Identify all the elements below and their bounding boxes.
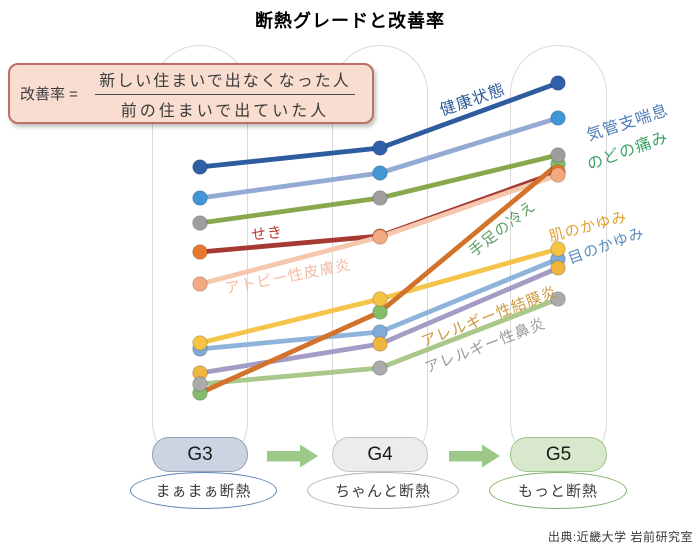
source-credit: 出典:近畿大学 岩前研究室 — [547, 530, 693, 544]
grade-badge-g4: G4 — [332, 437, 428, 472]
series-marker-のどの痛み-G5 — [550, 147, 566, 163]
chart-title: 断熱グレードと改善率 — [255, 11, 445, 31]
grade-description-g5: もっと断熱 — [489, 472, 627, 509]
series-line-気管支喘息 — [197, 115, 561, 201]
formula-lhs: 改善率 = — [20, 86, 78, 103]
series-marker-気管支喘息-G4 — [372, 165, 388, 181]
grade-description-g3: まぁまぁ断熱 — [130, 472, 277, 509]
series-marker-アレルギー性鼻炎-G5 — [550, 291, 566, 307]
series-marker-アトピー性皮膚炎-G3 — [192, 276, 208, 292]
grade-badge-g3: G3 — [152, 437, 248, 472]
grade-badge-g5: G5 — [510, 437, 607, 472]
series-label-せき: せき — [250, 223, 284, 245]
series-marker-のどの痛み-G4 — [372, 190, 388, 206]
series-marker-アトピー性皮膚炎-G4 — [372, 229, 388, 245]
grade-arrow-2 — [449, 444, 500, 468]
series-marker-アレルギー性結膜炎-G4 — [372, 336, 388, 352]
series-marker-せき-G3 — [192, 244, 208, 260]
series-marker-アレルギー性鼻炎-G4 — [372, 360, 388, 376]
series-marker-アトピー性皮膚炎-G5 — [550, 167, 566, 183]
series-marker-気管支喘息-G5 — [550, 110, 566, 126]
series-marker-健康状態-G3 — [192, 159, 208, 175]
series-marker-肌のかゆみ-G5 — [550, 241, 566, 257]
series-marker-健康状態-G4 — [372, 140, 388, 156]
formula-denominator: 前の住まいで出ていた人 — [120, 102, 330, 120]
series-marker-のどの痛み-G3 — [192, 215, 208, 231]
grade-arrow-1 — [267, 444, 318, 468]
series-marker-健康状態-G5 — [550, 75, 566, 91]
formula-fraction: 新しい住まいで出なくなった人 前の住まいで出ていた人 — [88, 67, 362, 121]
series-marker-気管支喘息-G3 — [192, 190, 208, 206]
formula-numerator: 新しい住まいで出なくなった人 — [95, 67, 355, 95]
series-marker-肌のかゆみ-G3 — [192, 335, 208, 351]
grade-description-g4: ちゃんと断熱 — [307, 472, 459, 509]
series-marker-肌のかゆみ-G4 — [372, 291, 388, 307]
series-marker-手足の冷え-G4 — [372, 304, 388, 320]
formula-callout: 改善率 = 新しい住まいで出なくなった人 前の住まいで出ていた人 — [8, 63, 374, 124]
series-marker-アレルギー性結膜炎-G5 — [550, 260, 566, 276]
series-marker-アレルギー性鼻炎-G3 — [192, 376, 208, 392]
